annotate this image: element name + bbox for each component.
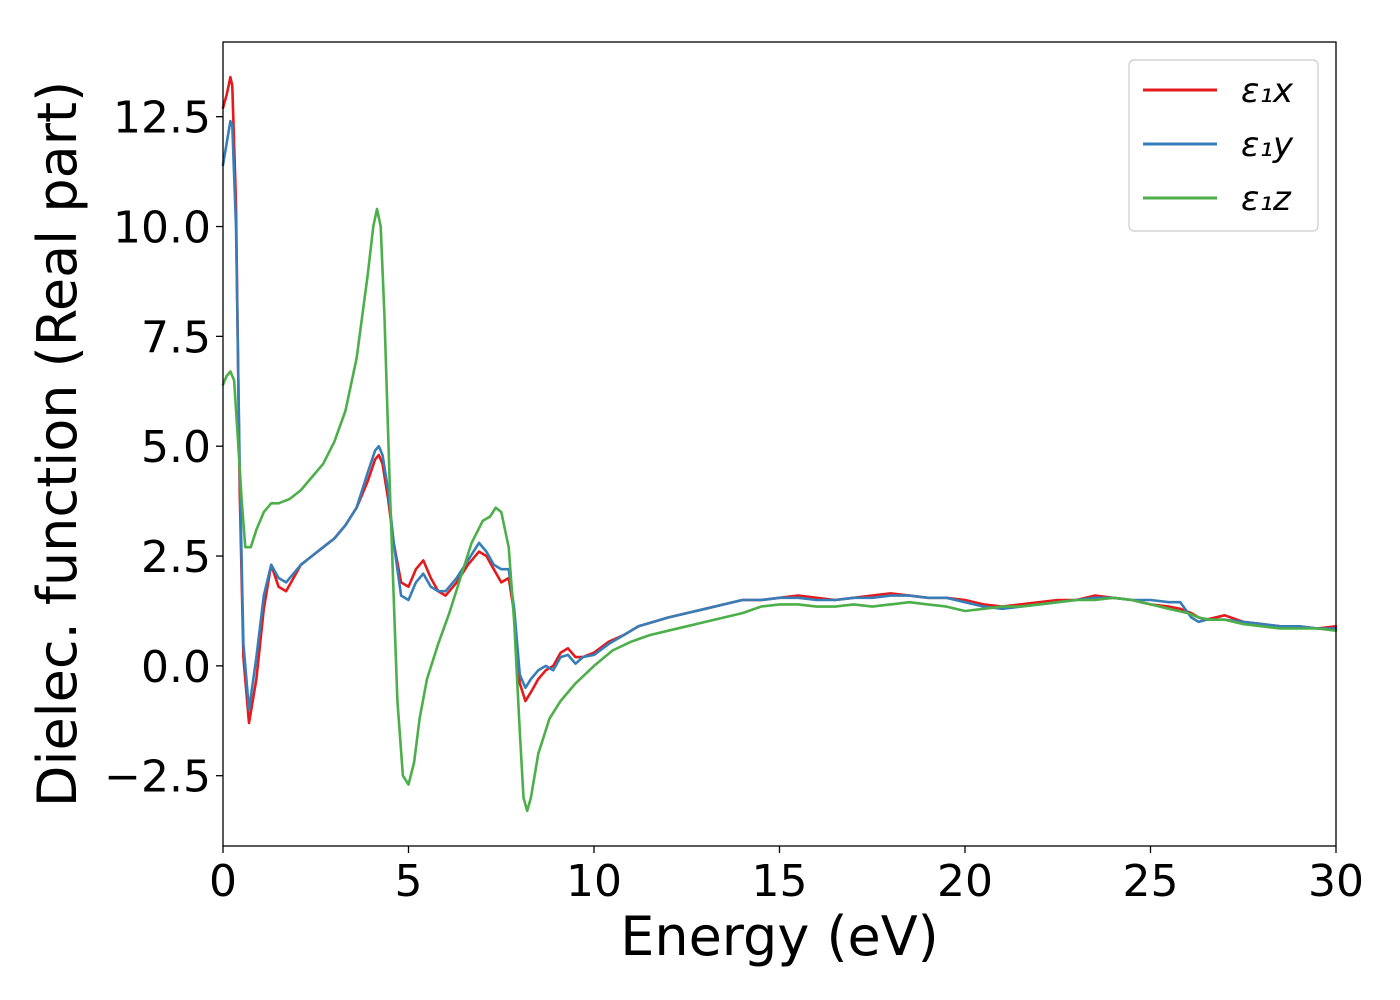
legend-label-2: ε₁y — [1241, 125, 1294, 165]
y-axis: −2.5 0.0 2.5 5.0 7.5 10.0 12.5 — [104, 93, 223, 803]
legend-label-3: ε₁z — [1241, 179, 1292, 219]
y-tick-label: −2.5 — [104, 752, 211, 803]
x-tick-label: 10 — [566, 856, 622, 907]
x-tick-label: 20 — [937, 856, 993, 907]
legend-box — [1128, 59, 1319, 232]
series-line-3 — [221, 207, 1338, 813]
y-axis-label: Dielec. function (Real part) — [26, 81, 89, 807]
x-tick-label: 15 — [752, 856, 808, 907]
x-tick-label: 0 — [209, 856, 237, 907]
x-tick-label: 5 — [395, 856, 423, 907]
y-tick-label: 7.5 — [141, 312, 211, 363]
y-tick-label: 10.0 — [113, 203, 211, 254]
x-tick-label: 25 — [1123, 856, 1179, 907]
x-axis-label: Energy (eV) — [620, 905, 939, 968]
y-tick-label: 5.0 — [141, 422, 211, 473]
x-tick-label: 30 — [1308, 856, 1364, 907]
series-layer — [221, 75, 1338, 813]
y-tick-label: 0.0 — [141, 642, 211, 693]
x-axis: 0 5 10 15 20 25 30 — [209, 846, 1364, 907]
y-tick-label: 12.5 — [113, 93, 211, 144]
y-tick-label: 2.5 — [141, 532, 211, 583]
legend: ε₁x ε₁y ε₁z — [1128, 59, 1319, 232]
legend-label-1: ε₁x — [1241, 71, 1294, 111]
